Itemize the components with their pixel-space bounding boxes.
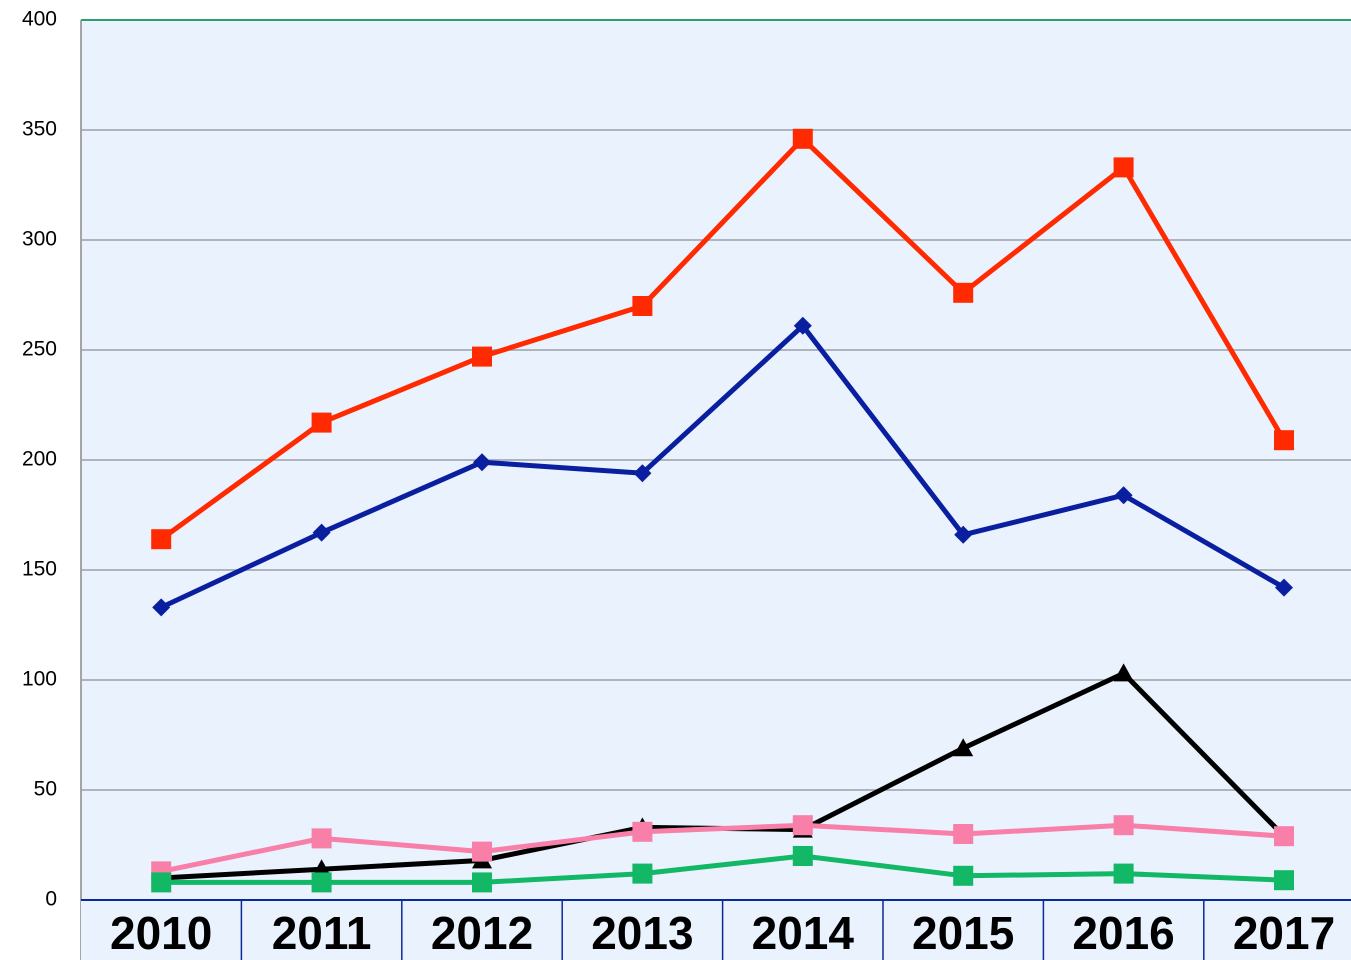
marker <box>151 529 172 550</box>
x-tick-label: 2014 <box>752 907 855 959</box>
marker <box>632 863 653 884</box>
marker <box>1113 815 1134 836</box>
x-tick-label: 2012 <box>431 907 533 959</box>
x-tick-label: 2016 <box>1072 907 1174 959</box>
y-tick-label: 200 <box>22 448 57 471</box>
marker <box>792 846 813 866</box>
series-line <box>160 822 1285 874</box>
marker <box>953 738 974 757</box>
marker <box>632 821 653 842</box>
marker <box>1113 157 1134 178</box>
x-tick-label: 2015 <box>912 907 1014 959</box>
marker <box>1114 486 1133 505</box>
y-tick-label: 0 <box>45 888 57 911</box>
marker <box>472 872 492 893</box>
marker <box>792 815 813 836</box>
x-tick-label: 2010 <box>110 907 212 959</box>
y-tick-label: 50 <box>34 778 57 801</box>
marker <box>792 128 813 149</box>
marker <box>311 412 332 433</box>
marker <box>472 841 492 862</box>
x-tick-label: 2011 <box>272 907 372 959</box>
marker <box>472 346 492 367</box>
marker <box>954 525 973 544</box>
series-line <box>159 136 1287 542</box>
marker <box>953 824 974 844</box>
y-tick-label: 150 <box>22 558 57 581</box>
marker <box>311 828 332 849</box>
x-tick-label: 2013 <box>591 907 693 959</box>
marker <box>953 282 974 303</box>
y-tick-label: 100 <box>22 668 57 691</box>
x-tick-label: 2017 <box>1233 907 1335 959</box>
y-tick-label: 350 <box>22 118 57 141</box>
marker <box>312 523 331 542</box>
marker <box>311 872 332 893</box>
marker <box>1274 870 1294 891</box>
marker <box>633 464 652 483</box>
marker <box>632 296 653 316</box>
marker <box>152 598 171 617</box>
marker <box>473 453 491 472</box>
series-line <box>161 853 1285 885</box>
series-line <box>160 323 1286 610</box>
marker <box>1274 430 1294 451</box>
y-tick-label: 300 <box>22 228 57 251</box>
marker <box>1275 578 1293 597</box>
marker <box>1113 663 1134 682</box>
y-tick-label: 400 <box>22 8 57 31</box>
marker <box>1113 863 1134 884</box>
marker <box>1274 826 1294 847</box>
marker <box>953 865 974 886</box>
category-band <box>81 900 1351 960</box>
y-tick-label: 250 <box>22 338 57 361</box>
marker <box>151 872 172 893</box>
marker <box>793 316 812 335</box>
